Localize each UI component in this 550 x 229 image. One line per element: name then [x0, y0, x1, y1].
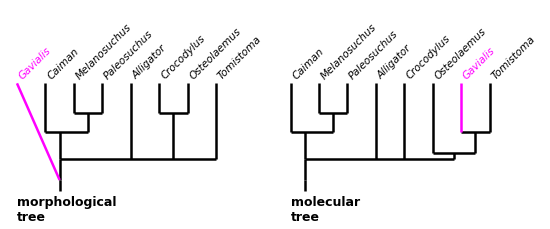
- Text: Alligator: Alligator: [376, 43, 414, 81]
- Text: molecular
tree: molecular tree: [290, 196, 360, 224]
- Text: Caiman: Caiman: [46, 46, 80, 81]
- Text: Osteolaemus: Osteolaemus: [433, 26, 488, 81]
- Text: Tomistoma: Tomistoma: [490, 34, 537, 81]
- Text: Gavialis: Gavialis: [461, 45, 497, 81]
- Text: Crocodylus: Crocodylus: [404, 33, 452, 81]
- Text: Paleosuchus: Paleosuchus: [348, 28, 400, 81]
- Text: Crocodylus: Crocodylus: [159, 33, 207, 81]
- Text: Tomistoma: Tomistoma: [216, 34, 263, 81]
- Text: Alligator: Alligator: [131, 43, 168, 81]
- Text: Paleosuchus: Paleosuchus: [102, 28, 155, 81]
- Text: Caiman: Caiman: [290, 46, 326, 81]
- Text: morphological
tree: morphological tree: [17, 196, 117, 224]
- Text: Osteolaemus: Osteolaemus: [188, 26, 243, 81]
- Text: Melanosuchus: Melanosuchus: [319, 22, 378, 81]
- Text: Melanosuchus: Melanosuchus: [74, 22, 133, 81]
- Text: Gavialis: Gavialis: [17, 45, 53, 81]
